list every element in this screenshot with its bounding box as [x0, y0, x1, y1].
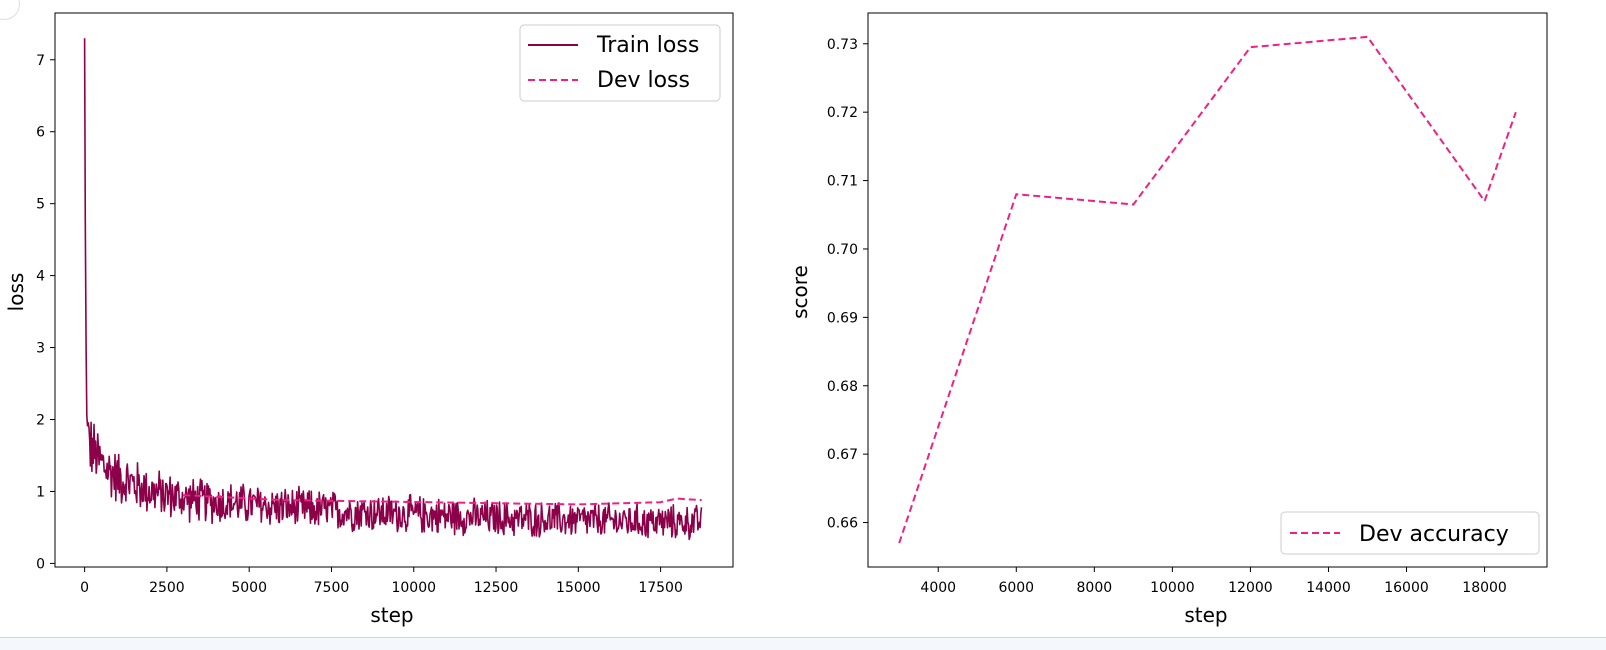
loss-x-tick-label: 0 — [80, 580, 89, 596]
series-line-dev-accuracy — [898, 35, 1517, 544]
loss-axes-frame — [54, 12, 734, 568]
accuracy-y-tick-label: 0.66 — [827, 516, 858, 532]
accuracy-y-tick-label: 0.70 — [827, 242, 858, 258]
loss-series-layer — [83, 38, 703, 541]
loss-y-tick-label: 1 — [36, 484, 45, 500]
accuracy-y-tick-label: 0.73 — [827, 37, 858, 53]
loss-x-tick-label: 7500 — [314, 580, 350, 596]
accuracy-legend: Dev accuracy — [1280, 511, 1540, 555]
loss-x-ticks: 0 2500 5000 7500 10000 12500 15000 17500 — [80, 567, 683, 596]
accuracy-y-axis-label: score — [788, 265, 812, 319]
accuracy-y-tick-label: 0.69 — [827, 310, 858, 326]
accuracy-series-layer — [898, 35, 1517, 544]
accuracy-x-tick-label: 4000 — [920, 580, 956, 596]
accuracy-x-tick-label: 12000 — [1228, 580, 1273, 596]
loss-x-tick-label: 2500 — [149, 580, 185, 596]
loss-x-tick-label: 17500 — [638, 580, 683, 596]
loss-y-tick-label: 2 — [36, 413, 45, 429]
accuracy-x-tick-label: 8000 — [1077, 580, 1113, 596]
loss-y-ticks: 0 1 2 3 4 5 6 7 — [36, 53, 55, 572]
loss-legend: Train loss Dev loss — [519, 24, 721, 102]
loss-y-tick-label: 3 — [36, 341, 45, 357]
loss-x-tick-label: 5000 — [231, 580, 267, 596]
loss-x-tick-label: 15000 — [556, 580, 601, 596]
accuracy-chart: 4000 6000 8000 10000 12000 14000 16000 18000 0.… — [788, 12, 1548, 627]
legend-label-dev-accuracy: Dev accuracy — [1359, 522, 1509, 547]
accuracy-x-tick-label: 14000 — [1306, 580, 1351, 596]
loss-y-tick-label: 5 — [36, 197, 45, 213]
loss-chart: 0 2500 5000 7500 10000 12500 15000 17500 0 1 2 3 4 5… — [4, 12, 734, 627]
accuracy-x-tick-label: 6000 — [998, 580, 1034, 596]
loss-x-tick-label: 12500 — [474, 580, 519, 596]
loss-x-axis-label: step — [370, 603, 413, 627]
loss-y-tick-label: 7 — [36, 53, 45, 69]
accuracy-y-ticks: 0.66 0.67 0.68 0.69 0.70 0.71 0.72 0.73 — [827, 37, 868, 532]
accuracy-axes-frame — [867, 12, 1548, 568]
bottom-status-bar — [0, 637, 1606, 650]
loss-y-axis-label: loss — [4, 273, 28, 312]
legend-label-dev-loss: Dev loss — [597, 68, 690, 93]
series-line-train-loss — [83, 38, 703, 541]
loss-y-tick-label: 6 — [36, 125, 45, 141]
accuracy-x-ticks: 4000 6000 8000 10000 12000 14000 16000 18000 — [920, 567, 1507, 596]
loss-y-tick-label: 0 — [36, 556, 45, 572]
series-line-dev-loss — [183, 494, 702, 506]
loss-x-tick-label: 10000 — [391, 580, 436, 596]
accuracy-x-tick-label: 10000 — [1150, 580, 1195, 596]
accuracy-x-axis-label: step — [1184, 603, 1227, 627]
accuracy-y-tick-label: 0.72 — [827, 105, 858, 121]
accuracy-y-tick-label: 0.67 — [827, 447, 858, 463]
accuracy-y-tick-label: 0.71 — [827, 174, 858, 190]
loss-y-tick-label: 4 — [36, 269, 45, 285]
accuracy-x-tick-label: 16000 — [1384, 580, 1429, 596]
accuracy-legend-box — [1280, 511, 1540, 555]
accuracy-x-tick-label: 18000 — [1462, 580, 1507, 596]
accuracy-y-tick-label: 0.68 — [827, 379, 858, 395]
legend-label-train-loss: Train loss — [596, 33, 699, 58]
